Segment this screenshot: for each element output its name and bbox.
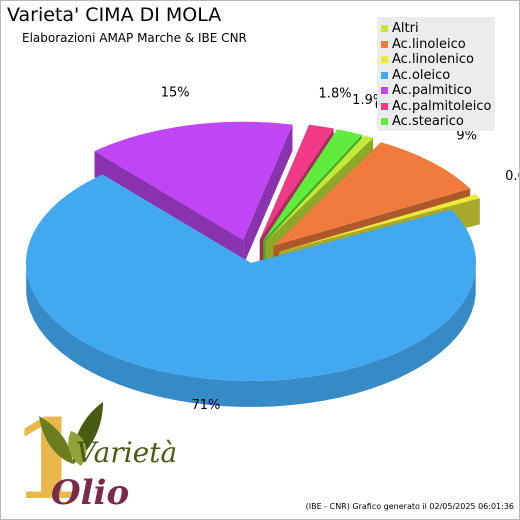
pie-slice-data-label: 9% [456,129,477,144]
pie-slice-top [263,129,362,241]
legend-swatch [381,118,388,125]
legend-item-ac-linoleico: Ac.linoleico [381,37,466,52]
logo-text-varieta: Varietà [76,436,177,469]
legend-item-ac-oleico: Ac.oleico [381,68,450,83]
legend-label: Ac.linolenico [392,52,474,67]
pie-slice-data-label: 1.8% [319,86,352,101]
legend-item-ac-palmitoleico: Ac.palmitoleico [381,99,491,114]
chart-subtitle: Elaborazioni AMAP Marche & IBE CNR [22,31,247,45]
legend-label: Ac.palmitico [392,83,472,98]
logo-leaf-left [39,416,73,464]
legend-item-ac-palmitico: Ac.palmitico [381,83,472,98]
pie-slice-top [273,142,471,246]
legend-label: Ac.linoleico [392,36,466,52]
legend-item-ac-linolenico: Ac.linolenico [381,52,474,67]
footer-note: (IBE - CNR) Grafico generato il 02/05/20… [305,502,514,511]
pie-slice-ac-oleico [25,174,477,407]
chart-title: Varieta' CIMA DI MOLA [7,4,222,26]
pie-slice-data-label: 0.6% [505,169,519,184]
pie-slice-data-label: 1.9% [352,93,385,108]
logo-leaf-middle [68,431,87,466]
legend-item-ac-stearico: Ac.stearico [381,114,464,129]
legend-item-altri: Altri [381,21,419,36]
legend-swatch [381,25,388,32]
legend-swatch [381,56,388,63]
legend-swatch [381,87,388,94]
pie-slice-side [243,124,293,266]
pie-slice-top [94,121,293,240]
logo-text-olio: Olio [51,473,129,513]
legend-swatch [381,40,388,48]
pie-slice-top [25,174,477,382]
pie-slice-top [259,124,334,240]
legend-label: Ac.stearico [392,114,464,129]
legend-label: Altri [392,21,419,36]
pie-slice-rim [26,268,476,407]
legend-swatch [381,102,388,110]
pie-slice-top [265,135,374,242]
legend-label: Ac.oleico [392,67,451,83]
pie-chart: 0.7%9%0.6%71%15%1.8%1.9% [25,85,519,413]
pie-slice-data-label: 15% [161,85,190,100]
legend-label: Ac.palmitoleico [392,98,492,114]
pie-slice-top [279,194,480,252]
varieta-olio-logo: 1 Varietà Olio [11,396,177,518]
pie-slice-data-label: 71% [192,398,221,413]
legend-swatch [381,71,388,79]
chart-legend: Altri Ac.linoleico Ac.linolenico Ac.oleico A… [377,17,495,131]
